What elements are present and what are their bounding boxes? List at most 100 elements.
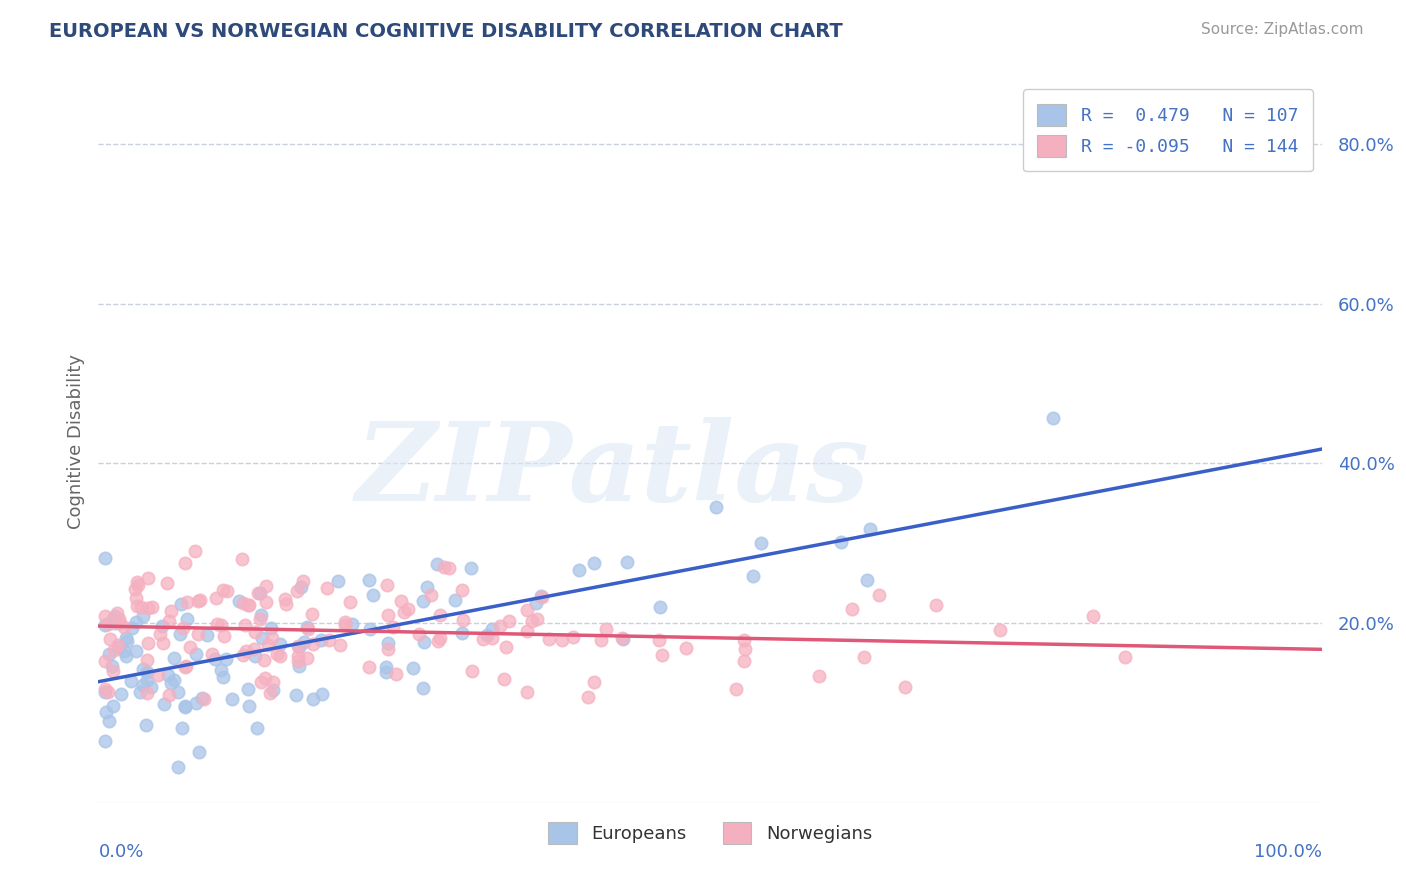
Point	[437, 560, 460, 574]
Point	[94, 705, 117, 719]
Point	[249, 585, 271, 599]
Text: Source: ZipAtlas.com: Source: ZipAtlas.com	[1201, 22, 1364, 37]
Point	[1042, 411, 1064, 425]
Point	[98, 632, 121, 647]
Point	[183, 544, 205, 558]
Point	[297, 622, 319, 636]
Point	[412, 594, 434, 608]
Point	[295, 650, 318, 665]
Point	[125, 591, 148, 605]
Point	[247, 585, 270, 599]
Point	[413, 635, 436, 649]
Point	[93, 618, 115, 632]
Point	[157, 668, 180, 682]
Point	[292, 574, 315, 589]
Point	[163, 650, 186, 665]
Point	[285, 583, 308, 598]
Point	[285, 688, 308, 702]
Point	[187, 594, 209, 608]
Point	[516, 624, 538, 638]
Point	[228, 594, 250, 608]
Point	[375, 660, 398, 674]
Point	[292, 635, 315, 649]
Y-axis label: Cognitive Disability: Cognitive Disability	[66, 354, 84, 529]
Point	[187, 627, 209, 641]
Text: ZIPatlas: ZIPatlas	[356, 417, 869, 524]
Point	[238, 698, 260, 713]
Point	[561, 630, 583, 644]
Point	[429, 608, 451, 623]
Point	[217, 584, 239, 599]
Point	[925, 598, 948, 612]
Point	[245, 625, 267, 640]
Point	[472, 632, 495, 646]
Point	[444, 593, 467, 607]
Point	[107, 638, 129, 652]
Point	[204, 591, 226, 606]
Point	[359, 660, 381, 674]
Point	[190, 690, 212, 705]
Point	[287, 649, 309, 664]
Point	[526, 612, 548, 626]
Point	[163, 673, 186, 687]
Point	[221, 692, 243, 706]
Point	[377, 642, 399, 657]
Point	[426, 558, 449, 572]
Point	[451, 614, 474, 628]
Point	[377, 636, 399, 650]
Point	[287, 654, 309, 668]
Point	[124, 582, 146, 596]
Point	[429, 631, 451, 645]
Point	[375, 578, 398, 592]
Point	[316, 582, 339, 596]
Point	[357, 573, 380, 587]
Point	[488, 619, 510, 633]
Point	[236, 598, 259, 612]
Point	[733, 632, 755, 647]
Point	[246, 721, 269, 735]
Point	[115, 633, 138, 648]
Point	[101, 612, 124, 626]
Point	[852, 649, 875, 664]
Point	[195, 628, 218, 642]
Point	[583, 556, 606, 570]
Point	[531, 590, 554, 604]
Point	[174, 698, 197, 713]
Point	[451, 626, 474, 640]
Point	[174, 556, 197, 570]
Point	[841, 601, 863, 615]
Point	[385, 666, 408, 681]
Point	[363, 588, 385, 602]
Point	[204, 652, 226, 666]
Point	[135, 718, 157, 732]
Point	[104, 609, 127, 624]
Point	[138, 636, 160, 650]
Point	[408, 627, 430, 641]
Point	[174, 700, 197, 714]
Point	[311, 687, 333, 701]
Point	[460, 561, 482, 575]
Point	[146, 667, 169, 681]
Point	[492, 673, 515, 687]
Point	[114, 620, 136, 634]
Point	[103, 643, 125, 657]
Point	[704, 500, 727, 515]
Point	[274, 597, 297, 611]
Point	[110, 687, 132, 701]
Point	[129, 599, 152, 614]
Point	[610, 631, 633, 645]
Point	[724, 682, 747, 697]
Point	[193, 692, 215, 706]
Point	[184, 696, 207, 710]
Point	[254, 595, 277, 609]
Point	[648, 633, 671, 648]
Text: EUROPEAN VS NORWEGIAN COGNITIVE DISABILITY CORRELATION CHART: EUROPEAN VS NORWEGIAN COGNITIVE DISABILI…	[49, 22, 844, 41]
Point	[359, 622, 381, 636]
Point	[153, 697, 176, 711]
Point	[209, 618, 232, 632]
Point	[136, 571, 159, 585]
Legend: Europeans, Norwegians: Europeans, Norwegians	[541, 815, 879, 852]
Point	[342, 617, 364, 632]
Point	[207, 617, 229, 632]
Point	[103, 698, 125, 713]
